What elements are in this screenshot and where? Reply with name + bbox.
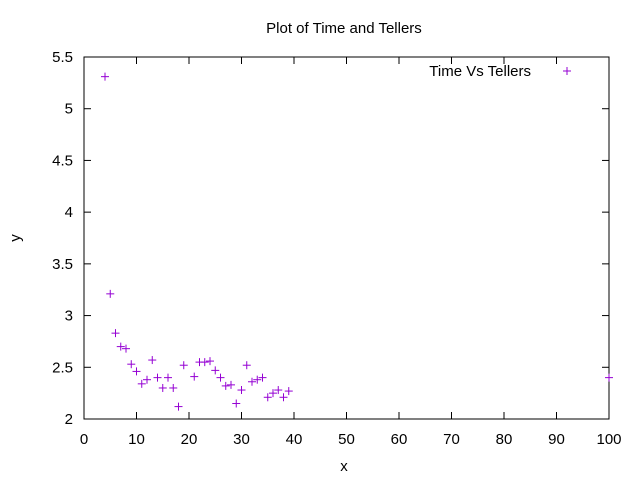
x-tick-label: 10 xyxy=(128,431,145,448)
data-point xyxy=(164,373,172,382)
data-point xyxy=(242,361,251,370)
legend-label: Time Vs Tellers xyxy=(429,63,531,80)
data-point xyxy=(169,383,178,392)
data-point xyxy=(143,375,151,384)
data-point xyxy=(279,393,288,402)
data-point xyxy=(122,344,130,353)
data-point xyxy=(148,356,157,365)
data-point xyxy=(248,377,256,386)
data-point xyxy=(174,402,183,411)
data-point xyxy=(211,366,220,375)
data-point xyxy=(179,361,188,370)
data-point xyxy=(153,373,162,382)
data-points xyxy=(101,72,613,411)
y-tick-label: 4 xyxy=(65,204,73,221)
y-tick-label: 2 xyxy=(65,411,73,428)
x-tick-label: 80 xyxy=(496,431,513,448)
x-axis: 0 10 20 30 40 50 60 70 80 90 100 xyxy=(80,57,622,448)
data-point xyxy=(190,372,199,381)
y-tick-label: 5 xyxy=(65,101,73,118)
x-tick-label: 50 xyxy=(338,431,355,448)
data-point xyxy=(158,383,167,392)
x-tick-label: 30 xyxy=(233,431,250,448)
data-point xyxy=(253,375,262,384)
data-point xyxy=(269,389,277,398)
data-point xyxy=(258,373,267,382)
y-tick-label: 2.5 xyxy=(52,359,73,376)
x-tick-label: 60 xyxy=(391,431,408,448)
plot-border xyxy=(83,56,610,420)
x-tick-label: 0 xyxy=(80,431,88,448)
y-tick-label: 3 xyxy=(65,308,73,325)
data-point xyxy=(216,373,225,382)
data-point xyxy=(200,358,209,367)
x-tick-label: 20 xyxy=(181,431,198,448)
y-axis-title: y xyxy=(7,234,24,242)
data-point xyxy=(116,342,125,351)
x-tick-label: 90 xyxy=(548,431,565,448)
data-point xyxy=(132,367,141,376)
data-point xyxy=(227,380,235,389)
chart-title: Plot of Time and Tellers xyxy=(266,20,422,37)
data-point xyxy=(232,399,241,408)
data-point xyxy=(111,329,120,338)
data-point xyxy=(101,72,109,81)
plot-area xyxy=(83,56,610,420)
y-tick-label: 5.5 xyxy=(52,49,73,66)
data-point xyxy=(221,381,230,390)
legend: Time Vs Tellers xyxy=(429,63,571,80)
data-point xyxy=(237,386,246,395)
data-point xyxy=(274,386,283,395)
data-point xyxy=(263,393,272,402)
x-tick-label: 40 xyxy=(286,431,303,448)
data-point xyxy=(127,360,136,369)
data-point xyxy=(106,289,115,298)
legend-marker xyxy=(563,67,571,75)
y-axis: 2 2.5 3 3.5 4 4.5 5 5.5 xyxy=(52,49,609,428)
data-point xyxy=(206,357,214,366)
data-point xyxy=(284,387,293,396)
x-tick-label: 100 xyxy=(596,431,621,448)
data-point xyxy=(605,373,613,382)
y-tick-label: 3.5 xyxy=(52,256,73,273)
y-tick-label: 4.5 xyxy=(52,152,73,169)
x-tick-label: 70 xyxy=(443,431,460,448)
x-axis-title: x xyxy=(340,458,348,475)
data-point xyxy=(137,379,146,388)
